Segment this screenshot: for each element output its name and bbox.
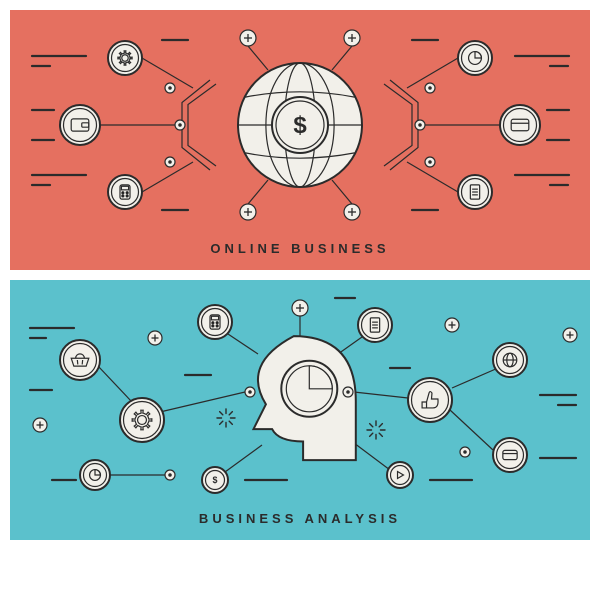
pie-chart-icon [458, 41, 492, 75]
plus-node-icon [445, 318, 459, 332]
gear-icon [120, 398, 164, 442]
dot-node-icon [460, 447, 470, 457]
dot-node-icon [425, 83, 435, 93]
dot-node-icon [415, 120, 425, 130]
infographic-panel-online-business: $ [10, 10, 590, 270]
panel-title: ONLINE BUSINESS [210, 241, 389, 256]
loader-icon [367, 421, 385, 439]
credit-card-icon [500, 105, 540, 145]
calculator-icon [198, 305, 232, 339]
plus-node-icon [344, 30, 360, 46]
plus-node-icon [292, 300, 308, 316]
globe-icon [493, 343, 527, 377]
connector-line [332, 46, 352, 70]
dollar-icon: $ [202, 467, 228, 493]
document-icon [458, 175, 492, 209]
dot-node-icon [165, 470, 175, 480]
plus-node-icon [33, 418, 47, 432]
basket-icon [60, 340, 100, 380]
plus-node-icon [240, 30, 256, 46]
calculator-icon [108, 175, 142, 209]
plus-node-icon [344, 204, 360, 220]
connector-line [452, 368, 498, 388]
dot-node-icon [245, 387, 255, 397]
plus-node-icon [240, 204, 256, 220]
connector-line [338, 337, 362, 354]
connector-line [332, 180, 352, 204]
dot-node-icon [165, 83, 175, 93]
svg-text:$: $ [213, 475, 218, 485]
connector-line [450, 410, 493, 450]
thumbs-up-icon [408, 378, 452, 422]
credit-card-icon [493, 438, 527, 472]
play-icon [387, 462, 413, 488]
connector-line [228, 334, 258, 354]
document-icon [358, 308, 392, 342]
pie-chart-icon [80, 460, 110, 490]
connector-line [248, 46, 268, 70]
connector-line [98, 366, 132, 402]
globe-center: $ [238, 63, 362, 187]
dot-node-icon [425, 157, 435, 167]
infographic-panel-business-analysis: $ [10, 280, 590, 540]
connector-line [248, 180, 268, 204]
connector-line [225, 445, 262, 472]
dot-node-icon [165, 157, 175, 167]
panel-title: BUSINESS ANALYSIS [199, 511, 401, 526]
loader-icon [217, 409, 235, 427]
connector-line [354, 392, 408, 398]
wallet-icon [60, 105, 100, 145]
plus-node-icon [563, 328, 577, 342]
gear-icon [108, 41, 142, 75]
connector-line [160, 392, 245, 412]
svg-text:$: $ [293, 112, 307, 139]
plus-node-icon [148, 331, 162, 345]
dot-node-icon [343, 387, 353, 397]
dot-node-icon [175, 120, 185, 130]
head-center [254, 336, 356, 460]
